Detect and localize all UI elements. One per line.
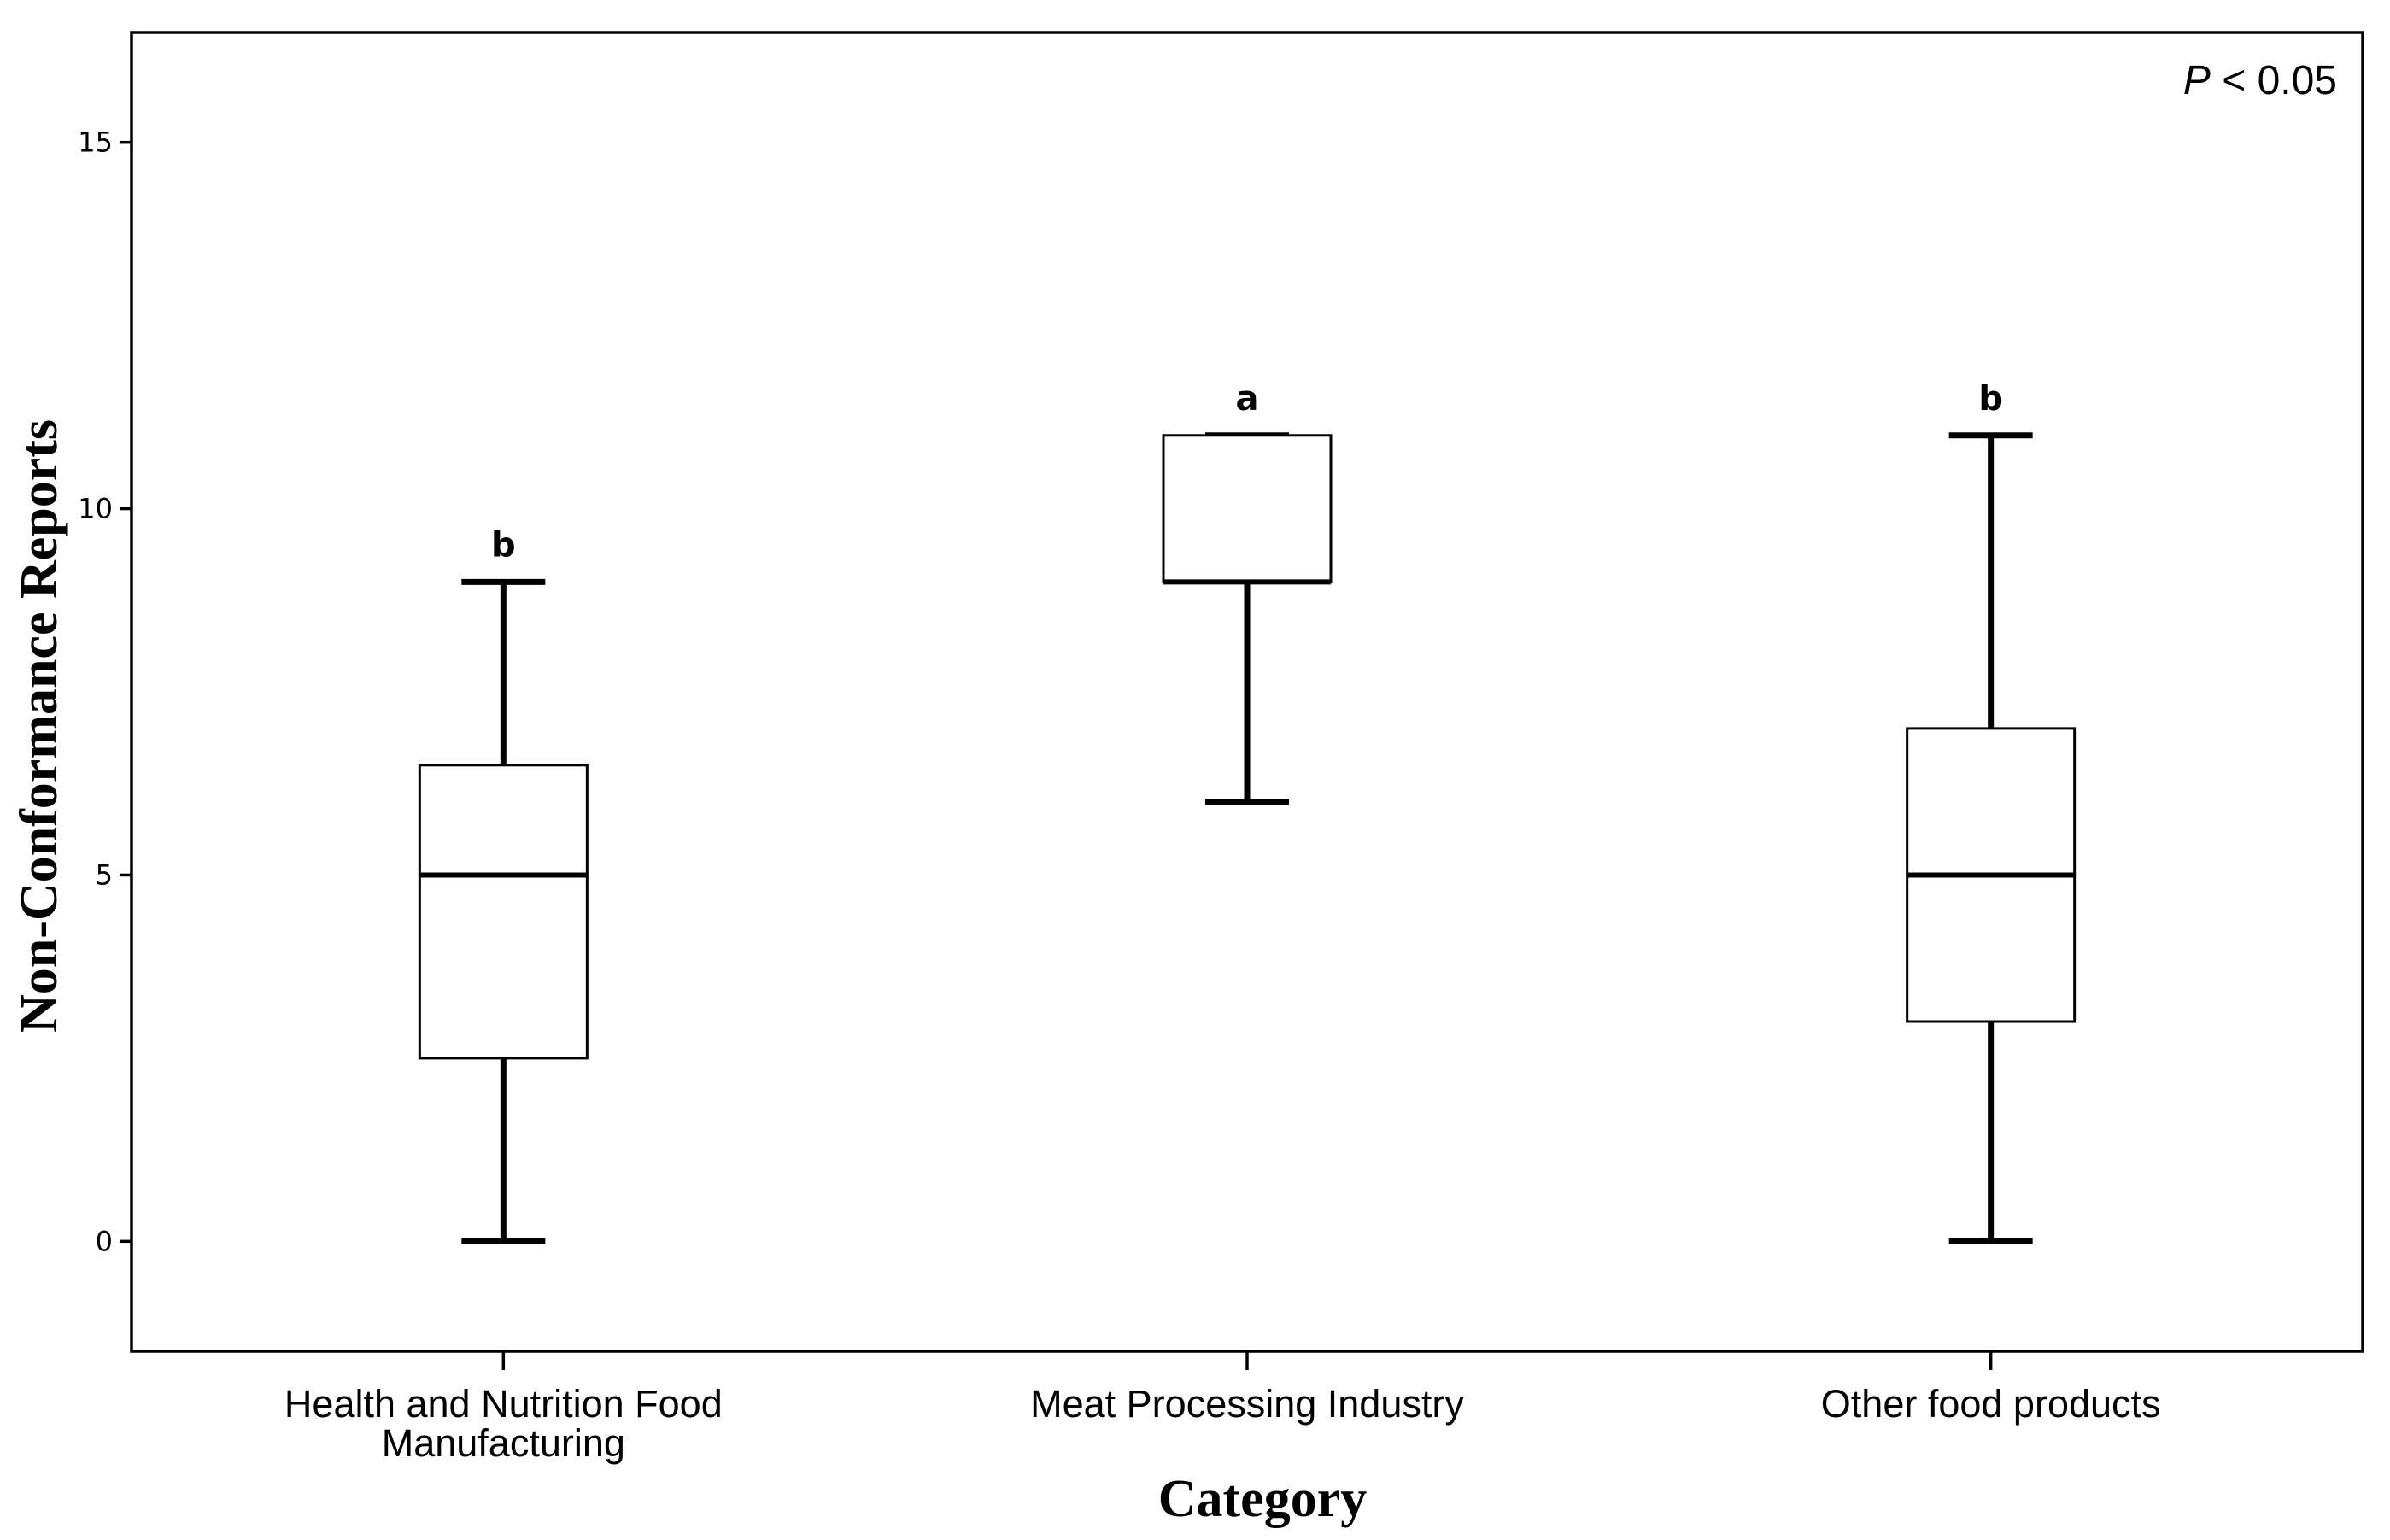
box-group: b [1906,379,2077,1244]
y-axis-ticks: 0 5 10 15 [78,126,132,1257]
x-tick-label-line: Manufacturing [382,1421,625,1465]
x-axis-ticks: Health and Nutrition Food Manufacturing Me… [284,1351,2161,1465]
x-tick-label: Meat Processing Industry [1030,1382,1464,1426]
p-value-annotation: P < 0.05 [2183,58,2337,103]
y-tick-label: 0 [96,1225,113,1257]
y-axis-title: Non-Conformance Reports [10,419,68,1033]
x-tick-label: Other food products [1821,1382,2161,1426]
box-series: b a b [418,379,2077,1244]
y-tick-label: 15 [78,126,113,159]
y-tick-label: 10 [78,493,113,525]
p-threshold: < 0.05 [2211,58,2337,103]
box-group: b [418,525,589,1244]
x-tick-label: Health and Nutrition Food Manufacturing [284,1382,723,1465]
iqr-box [1162,434,1333,583]
x-axis-title: Category [1158,1470,1367,1528]
x-tick-label-line: Meat Processing Industry [1030,1382,1464,1426]
significance-group-label: b [1978,379,2003,419]
x-tick-label-line: Other food products [1821,1382,2161,1426]
y-tick-label: 5 [96,858,113,891]
significance-group-label: a [1236,379,1259,419]
x-tick-label-line: Health and Nutrition Food [284,1382,723,1426]
box-group: a [1162,379,1333,805]
p-symbol: P [2183,58,2211,103]
iqr-box [418,764,589,1060]
significance-group-label: b [491,525,516,565]
